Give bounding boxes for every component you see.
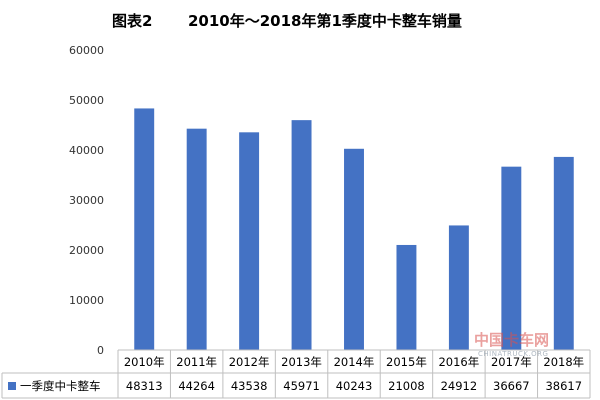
data-label: 43538 — [231, 379, 268, 393]
category-label: 2013年 — [281, 355, 322, 369]
category-label: 2017年 — [491, 355, 532, 369]
data-table: 2010年 48313 2011年 44264 2012年 43538 2013年 45971… — [1, 349, 591, 399]
bar — [396, 244, 417, 350]
category-label: 2015年 — [386, 355, 427, 369]
chart-title: 2010年～2018年第1季度中卡整车销量 — [188, 12, 462, 30]
y-tick-label: 30000 — [69, 194, 104, 207]
legend-series-name: 一季度中卡整车 — [20, 379, 101, 393]
y-tick-label: 10000 — [69, 294, 104, 307]
category-label: 2010年 — [124, 355, 165, 369]
watermark: 中国卡车网 CHINATRUCK.ORG — [474, 331, 549, 358]
bar — [239, 132, 260, 350]
bar — [344, 148, 364, 350]
data-label: 38617 — [545, 379, 582, 393]
category-label: 2012年 — [229, 355, 270, 369]
data-label: 36667 — [493, 379, 530, 393]
watermark-cn: 中国卡车网 — [474, 331, 549, 349]
category-label: 2014年 — [334, 355, 375, 369]
data-label: 40243 — [336, 379, 373, 393]
legend-swatch — [8, 382, 16, 390]
data-label: 24912 — [441, 379, 478, 393]
category-label: 2018年 — [543, 355, 584, 369]
bar — [448, 225, 469, 350]
data-label: 21008 — [388, 379, 425, 393]
data-label: 48313 — [126, 379, 163, 393]
y-tick-label: 40000 — [69, 144, 104, 157]
y-tick-label: 50000 — [69, 94, 104, 107]
category-label: 2011年 — [176, 355, 217, 369]
category-label: 2016年 — [438, 355, 479, 369]
bar — [291, 120, 312, 351]
y-tick-label: 60000 — [69, 44, 104, 57]
bars — [134, 108, 574, 351]
y-tick-label: 0 — [97, 344, 104, 357]
bar — [501, 166, 522, 350]
bar — [553, 156, 574, 350]
y-tick-label: 20000 — [69, 244, 104, 257]
bar — [186, 128, 207, 350]
data-label: 45971 — [283, 379, 320, 393]
bar — [134, 108, 155, 350]
data-label: 44264 — [178, 379, 215, 393]
y-axis: 0 10000 20000 30000 40000 50000 60000 — [69, 44, 104, 357]
chart-title-label: 图表2 — [112, 12, 152, 30]
watermark-en: CHINATRUCK.ORG — [478, 350, 548, 358]
